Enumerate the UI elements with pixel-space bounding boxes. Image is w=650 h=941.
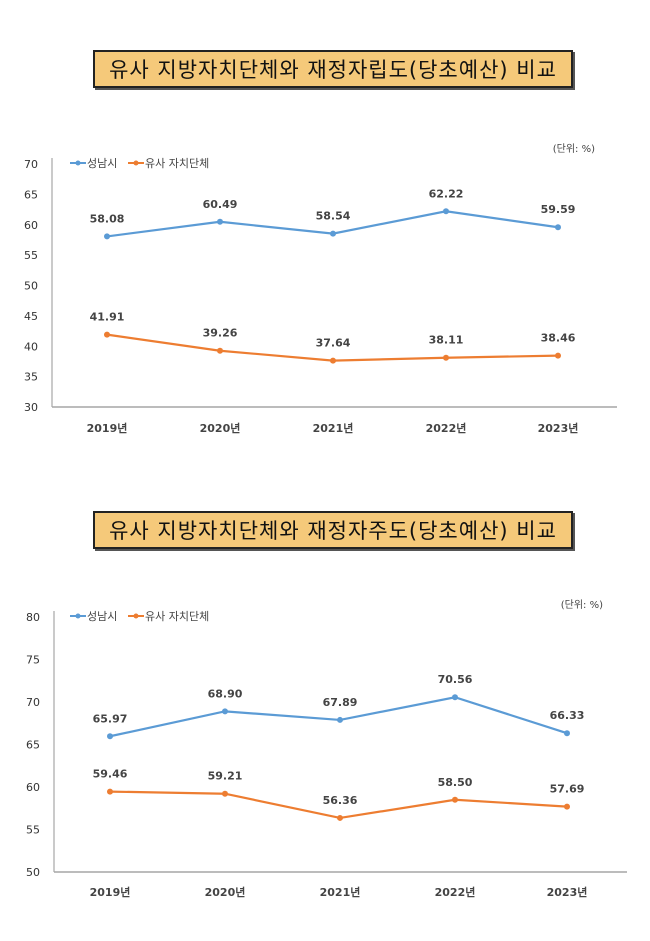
chart2-title: 유사 지방자치단체와 재정자주도(당초예산) 비교 bbox=[93, 511, 573, 549]
data-point bbox=[330, 357, 336, 364]
legend-marker-dot bbox=[133, 160, 139, 166]
x-tick-label: 2023년 bbox=[538, 421, 579, 435]
data-point bbox=[564, 803, 570, 810]
y-tick-label: 55 bbox=[26, 824, 40, 837]
data-label: 65.97 bbox=[93, 712, 128, 725]
data-point bbox=[555, 224, 561, 231]
y-tick-label: 40 bbox=[24, 340, 38, 353]
legend-marker-dot bbox=[75, 613, 81, 619]
y-tick-label: 80 bbox=[26, 611, 40, 624]
data-label: 58.50 bbox=[438, 776, 473, 789]
data-label: 68.90 bbox=[208, 687, 243, 700]
legend-label: 성남시 bbox=[87, 157, 117, 170]
data-label: 38.46 bbox=[541, 332, 576, 345]
x-tick-label: 2022년 bbox=[426, 421, 467, 435]
data-point bbox=[555, 352, 561, 359]
legend-label: 성남시 bbox=[87, 610, 117, 623]
data-label: 67.89 bbox=[323, 696, 358, 709]
data-point bbox=[222, 708, 228, 715]
data-label: 59.46 bbox=[93, 768, 128, 781]
chart1-title: 유사 지방자치단체와 재정자립도(당초예산) 비교 bbox=[93, 50, 573, 88]
data-label: 56.36 bbox=[323, 794, 358, 807]
data-label: 58.08 bbox=[90, 212, 125, 225]
x-tick-label: 2020년 bbox=[200, 421, 241, 435]
data-label: 62.22 bbox=[429, 187, 464, 200]
y-tick-label: 70 bbox=[24, 158, 38, 171]
data-label: 66.33 bbox=[550, 709, 585, 722]
y-tick-label: 60 bbox=[26, 781, 40, 794]
x-tick-label: 2019년 bbox=[87, 421, 128, 435]
data-point bbox=[443, 354, 449, 361]
y-tick-label: 50 bbox=[26, 866, 40, 879]
data-label: 70.56 bbox=[438, 673, 473, 686]
data-label: 57.69 bbox=[550, 783, 585, 796]
y-tick-label: 75 bbox=[26, 654, 40, 667]
data-point bbox=[452, 694, 458, 701]
data-point bbox=[222, 790, 228, 797]
legend-marker-dot bbox=[133, 613, 139, 619]
data-point bbox=[330, 230, 336, 237]
data-point bbox=[104, 331, 110, 338]
x-tick-label: 2021년 bbox=[320, 885, 361, 899]
data-label: 38.11 bbox=[429, 334, 464, 347]
data-point bbox=[443, 208, 449, 215]
data-point bbox=[217, 347, 223, 354]
data-point bbox=[452, 796, 458, 803]
y-tick-label: 60 bbox=[24, 219, 38, 232]
x-tick-label: 2020년 bbox=[205, 885, 246, 899]
data-label: 59.59 bbox=[541, 203, 576, 216]
y-tick-label: 35 bbox=[24, 371, 38, 384]
data-label: 37.64 bbox=[316, 337, 351, 350]
unit-label: (단위: %) bbox=[561, 598, 603, 611]
data-point bbox=[337, 814, 343, 821]
data-point bbox=[217, 218, 223, 225]
x-tick-label: 2022년 bbox=[435, 885, 476, 899]
data-point bbox=[107, 788, 113, 795]
legend-label: 유사 자치단체 bbox=[145, 610, 209, 623]
data-label: 41.91 bbox=[90, 311, 125, 324]
data-label: 60.49 bbox=[203, 198, 238, 211]
y-tick-label: 50 bbox=[24, 280, 38, 293]
data-point bbox=[107, 733, 113, 740]
data-label: 59.21 bbox=[208, 770, 243, 783]
x-tick-label: 2023년 bbox=[547, 885, 588, 899]
unit-label: (단위: %) bbox=[553, 142, 595, 155]
y-tick-label: 30 bbox=[24, 401, 38, 414]
data-label: 39.26 bbox=[203, 327, 238, 340]
data-point bbox=[564, 730, 570, 737]
x-tick-label: 2019년 bbox=[90, 885, 131, 899]
y-tick-label: 65 bbox=[26, 739, 40, 752]
legend-marker-dot bbox=[75, 160, 81, 166]
y-tick-label: 45 bbox=[24, 310, 38, 323]
y-tick-label: 65 bbox=[24, 188, 38, 201]
y-tick-label: 70 bbox=[26, 696, 40, 709]
data-label: 58.54 bbox=[316, 210, 351, 223]
data-point bbox=[104, 233, 110, 240]
data-point bbox=[337, 716, 343, 723]
y-tick-label: 55 bbox=[24, 249, 38, 262]
x-tick-label: 2021년 bbox=[313, 421, 354, 435]
legend-label: 유사 자치단체 bbox=[145, 157, 209, 170]
